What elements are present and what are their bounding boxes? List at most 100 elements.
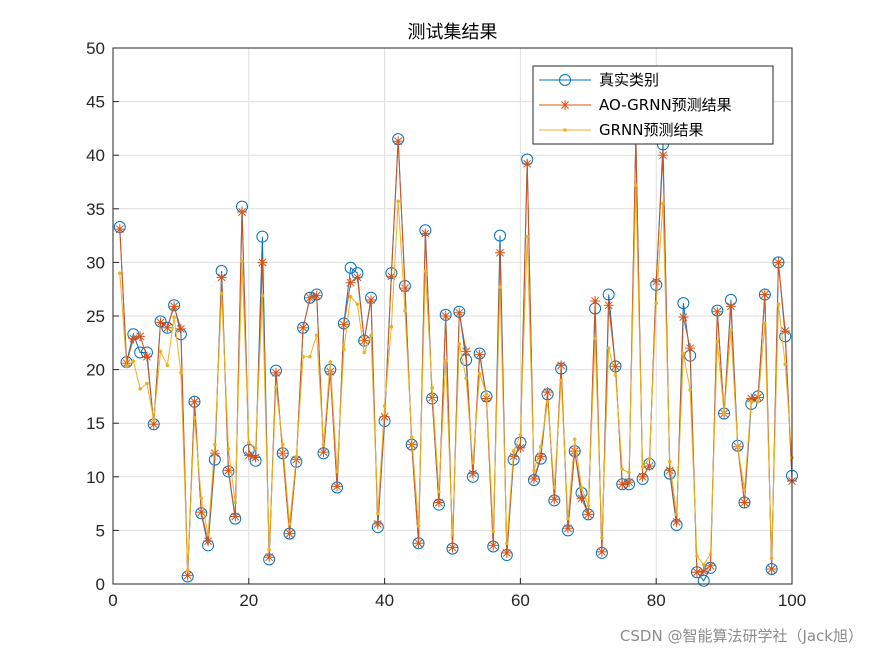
legend-marker	[560, 100, 570, 110]
data-point	[298, 322, 309, 333]
data-point	[613, 373, 618, 377]
data-point	[393, 136, 404, 147]
data-point	[586, 503, 591, 508]
data-point	[681, 351, 686, 356]
data-point	[552, 485, 557, 490]
plot-area	[113, 129, 798, 587]
data-point	[522, 158, 533, 169]
data-point	[189, 396, 200, 407]
data-point	[294, 454, 299, 459]
data-point	[545, 399, 550, 404]
data-point	[572, 437, 577, 442]
data-point	[226, 447, 231, 451]
data-point	[277, 448, 288, 459]
data-point	[511, 449, 516, 453]
data-point	[685, 343, 696, 354]
data-point	[742, 487, 747, 492]
series-2	[114, 130, 797, 581]
data-point	[369, 333, 373, 338]
data-point	[678, 312, 689, 323]
data-point	[403, 308, 407, 313]
data-point	[440, 311, 451, 321]
legend-label: 真实类别	[599, 71, 659, 89]
data-point	[264, 552, 275, 563]
data-point	[698, 566, 709, 577]
data-point	[206, 532, 210, 537]
data-point	[284, 528, 295, 539]
data-point	[600, 536, 604, 540]
data-point	[274, 384, 278, 389]
data-point	[216, 272, 227, 283]
data-point	[634, 183, 638, 188]
data-point	[314, 333, 319, 338]
x-tick-label: 80	[647, 591, 666, 610]
data-point	[135, 331, 146, 342]
data-point	[209, 448, 220, 459]
legend-marker	[563, 128, 567, 132]
data-point	[596, 546, 607, 557]
data-point	[348, 294, 353, 299]
data-point	[617, 479, 628, 490]
data-point	[602, 288, 615, 301]
x-tick-label: 40	[375, 591, 394, 610]
data-point	[308, 354, 312, 359]
x-tick-label: 60	[511, 591, 530, 610]
data-point	[627, 470, 631, 475]
data-point	[433, 497, 444, 508]
data-point	[776, 302, 781, 307]
data-point	[213, 442, 217, 447]
data-point	[124, 364, 129, 369]
data-point	[117, 271, 122, 275]
data-point	[185, 568, 190, 572]
data-point	[457, 342, 462, 346]
data-point	[538, 444, 543, 449]
data-point	[128, 333, 139, 344]
data-point	[423, 269, 428, 273]
data-point	[332, 481, 343, 492]
data-point	[773, 257, 784, 268]
y-tick-label: 10	[86, 468, 105, 487]
data-point	[413, 538, 424, 549]
watermark: CSDN @智能算法研学社（Jack旭）	[619, 627, 863, 645]
data-point	[257, 257, 268, 268]
data-point	[345, 277, 356, 288]
data-point	[155, 317, 166, 328]
data-point	[355, 302, 360, 307]
data-point	[695, 554, 699, 558]
legend: 真实类别 AO-GRNN预测结果 GRNN预测结果	[532, 65, 774, 145]
data-point	[342, 347, 346, 352]
data-point	[447, 542, 458, 553]
data-point	[467, 468, 478, 479]
data-point	[484, 392, 489, 397]
data-point	[495, 247, 506, 258]
data-point	[311, 290, 322, 301]
data-point	[219, 291, 224, 296]
data-point	[372, 518, 383, 529]
data-point	[647, 456, 652, 461]
data-point	[162, 322, 173, 333]
data-point	[454, 307, 465, 318]
data-point	[409, 435, 414, 439]
data-point	[667, 459, 672, 464]
data-point	[739, 497, 750, 508]
tick-marks: 0 20 40 60 80 100 0 5 10 15 20 25 30 35 40 45 50	[86, 39, 806, 610]
y-tick-label: 5	[96, 521, 105, 540]
data-point	[335, 469, 339, 474]
data-point	[651, 276, 662, 287]
data-point	[705, 560, 716, 571]
data-point	[494, 229, 507, 242]
data-point	[352, 272, 363, 283]
data-point	[237, 207, 248, 218]
data-point	[769, 556, 774, 561]
series-3	[117, 183, 794, 572]
data-point	[766, 563, 777, 574]
data-point	[172, 315, 176, 319]
data-point	[471, 461, 475, 465]
legend-label: AO-GRNN预测结果	[599, 96, 732, 114]
data-point	[416, 524, 421, 528]
data-point	[657, 150, 668, 161]
legend-item: AO-GRNN预测结果	[539, 96, 732, 114]
data-point	[624, 477, 635, 488]
data-point	[501, 547, 512, 558]
data-point	[593, 336, 597, 341]
